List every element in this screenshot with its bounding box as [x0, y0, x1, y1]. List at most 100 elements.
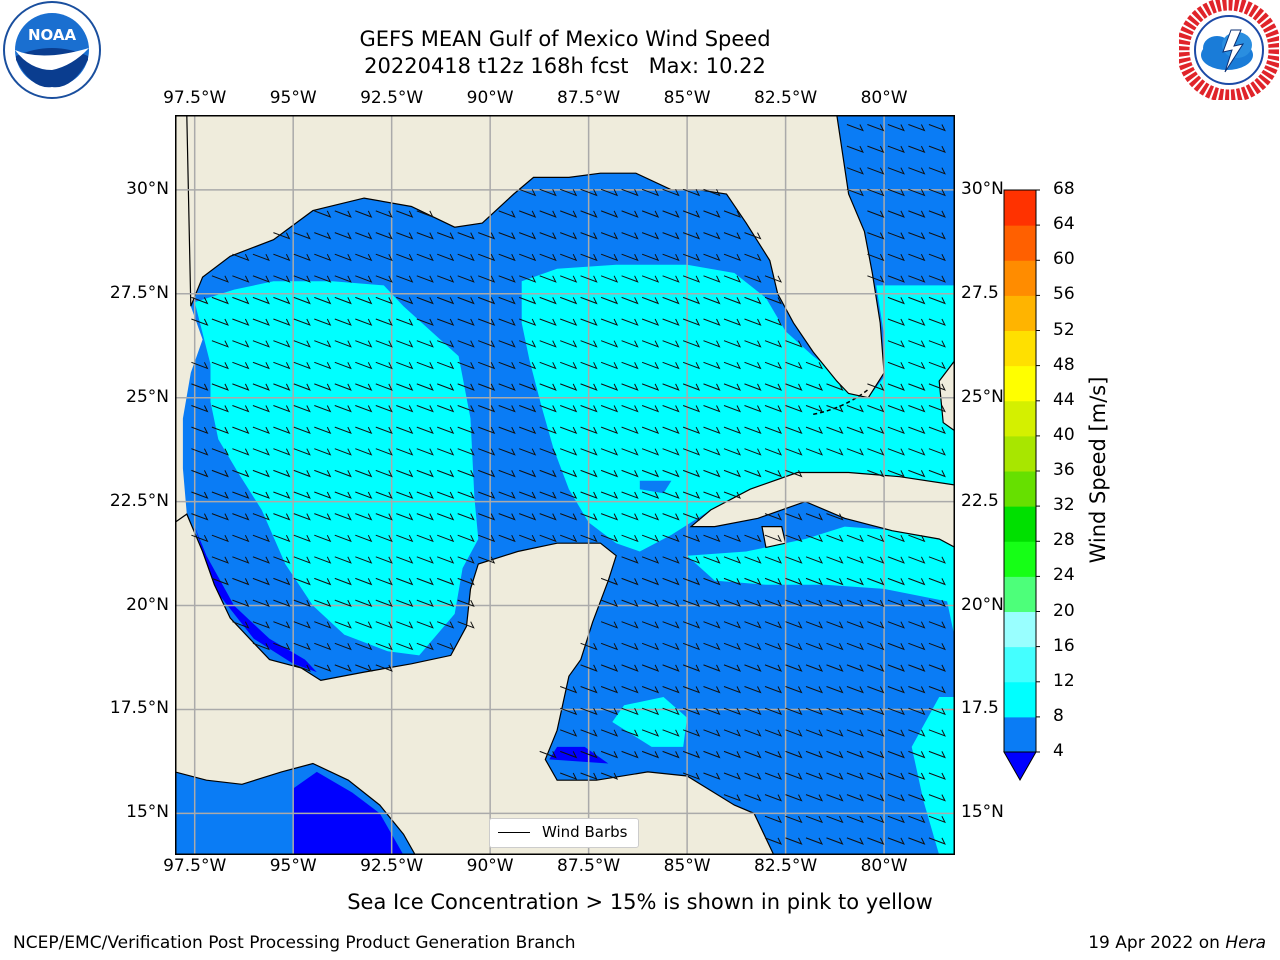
wind-barb	[723, 534, 742, 543]
wind-barb	[539, 296, 557, 305]
wind-barb	[723, 599, 742, 608]
wind-barb	[314, 318, 332, 326]
wind-barb	[641, 707, 660, 716]
wind-barb	[314, 361, 332, 370]
wind-barb	[826, 729, 844, 737]
wind-barb	[252, 534, 270, 543]
wind-barb	[928, 145, 946, 154]
wind-speed-map	[175, 115, 955, 855]
wind-barb	[785, 664, 803, 672]
wind-barb	[703, 361, 721, 370]
wind-barb	[846, 729, 864, 737]
wind-barb	[498, 405, 516, 413]
wind-barb	[211, 318, 229, 326]
wind-barb	[478, 556, 496, 564]
wind-barb	[396, 232, 414, 240]
wind-barb	[396, 405, 414, 413]
lat-label-left: 17.5°N	[109, 698, 169, 719]
wind-barb	[314, 275, 332, 283]
wind-barb	[887, 664, 905, 672]
wind-barb	[846, 772, 864, 780]
wind-barb	[621, 707, 639, 716]
wind-barb	[682, 253, 701, 262]
wind-barb	[355, 577, 373, 586]
colorbar-cell	[1004, 435, 1036, 472]
wind-barb	[908, 469, 926, 478]
wind-barb	[744, 534, 762, 543]
wind-barb	[662, 232, 680, 240]
colorbar-cell	[1004, 260, 1036, 296]
wind-barb	[744, 253, 762, 262]
wind-barb	[621, 361, 639, 370]
wind-barb	[682, 232, 701, 240]
wind-barb	[723, 253, 742, 262]
wind-barb	[928, 253, 946, 262]
wind-barb	[764, 642, 783, 651]
wind-barb	[682, 210, 701, 218]
wind-barb	[928, 361, 946, 370]
wind-barb	[457, 448, 475, 456]
wind-barb	[703, 491, 721, 499]
wind-barb	[785, 405, 803, 413]
wind-barb	[785, 383, 803, 391]
wind-barb	[293, 534, 311, 543]
wind-barb	[314, 448, 332, 456]
wind-barb	[519, 448, 537, 456]
wind-barb	[539, 361, 557, 370]
wind-barb	[437, 491, 455, 499]
wind-barb	[600, 448, 619, 456]
wind-barb	[764, 686, 783, 694]
wind-barb	[764, 815, 783, 824]
wind-barb	[662, 621, 680, 629]
wind-barb	[191, 534, 209, 543]
wind-barb	[600, 318, 619, 326]
wind-barb	[600, 210, 619, 218]
wind-barb	[723, 340, 742, 348]
wind-barb	[252, 621, 270, 629]
wind-barb	[539, 188, 557, 197]
wind-barb	[744, 340, 762, 348]
wind-barb	[580, 426, 598, 435]
wind-barb	[682, 469, 701, 478]
wind-barb	[928, 448, 946, 456]
wind-barb	[519, 210, 537, 218]
wind-barb	[744, 318, 762, 326]
wind-barb	[252, 318, 270, 326]
wind-barb	[560, 686, 578, 694]
wind-barb	[498, 426, 516, 435]
wind-barb	[293, 469, 311, 478]
wind-barb	[805, 642, 824, 651]
lon-label-top: 85°W	[663, 88, 711, 108]
wind-barb	[846, 145, 864, 154]
lon-label-top: 95°W	[269, 88, 317, 108]
wind-barb	[805, 361, 824, 370]
wind-barb	[641, 750, 660, 759]
wind-barb	[703, 405, 721, 413]
wind-barb	[887, 642, 905, 651]
wind-barb	[744, 426, 762, 435]
wind-barb	[396, 448, 414, 456]
wind-barb	[908, 642, 926, 651]
wind-barb	[805, 426, 824, 435]
wind-barb	[662, 275, 680, 283]
wind-barb	[703, 296, 721, 305]
lon-label-bottom: 82.5°W	[754, 856, 818, 876]
wind-barb	[723, 642, 742, 651]
wind-barb	[416, 513, 434, 521]
wind-barb	[908, 167, 926, 175]
wind-barb	[703, 188, 721, 197]
colorbar-tick-label: 56	[1053, 284, 1075, 305]
wind-barb	[805, 556, 824, 564]
wind-barb	[355, 426, 373, 435]
mexico-central-america	[175, 513, 775, 855]
wind-barb	[846, 124, 864, 132]
low-wind-island	[639, 480, 672, 494]
wind-barb	[273, 232, 291, 240]
wind-barb	[703, 253, 721, 262]
wind-barb	[191, 426, 209, 435]
wind-barb	[826, 513, 844, 521]
wind-barb	[437, 621, 455, 629]
wind-barb	[355, 210, 373, 218]
wind-barb	[744, 686, 762, 694]
wind-barb	[846, 556, 864, 564]
